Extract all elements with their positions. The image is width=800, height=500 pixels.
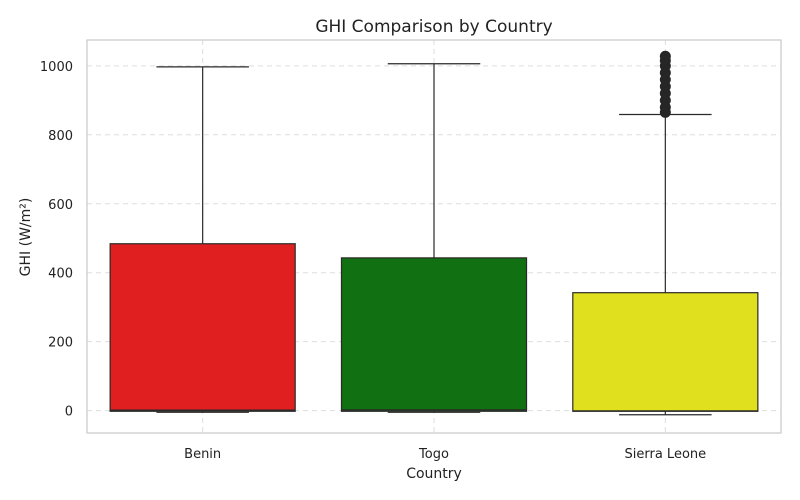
y-tick-label: 400 — [48, 267, 73, 282]
y-axis-label: GHI (W/m²) — [18, 198, 34, 277]
x-axis-label: Country — [406, 466, 462, 482]
y-tick-label: 800 — [48, 129, 73, 144]
y-tick-label: 0 — [65, 405, 73, 420]
box-group-togo — [340, 63, 528, 413]
chart-title: GHI Comparison by Country — [315, 17, 552, 37]
box — [109, 243, 296, 412]
box — [572, 292, 759, 412]
plot-frame — [86, 39, 782, 434]
box-group-sierra-leone — [572, 50, 759, 416]
x-tick-label: Sierra Leone — [625, 447, 707, 462]
box-group-benin — [109, 66, 296, 413]
box-marks — [109, 50, 759, 416]
x-tick-label: Togo — [418, 447, 449, 462]
box — [340, 257, 528, 412]
y-tick-label: 200 — [48, 336, 73, 351]
y-tick-label: 1000 — [40, 60, 73, 75]
outlier-point — [659, 50, 671, 62]
y-tick-label: 600 — [48, 198, 73, 213]
x-tick-label: Benin — [184, 447, 221, 462]
